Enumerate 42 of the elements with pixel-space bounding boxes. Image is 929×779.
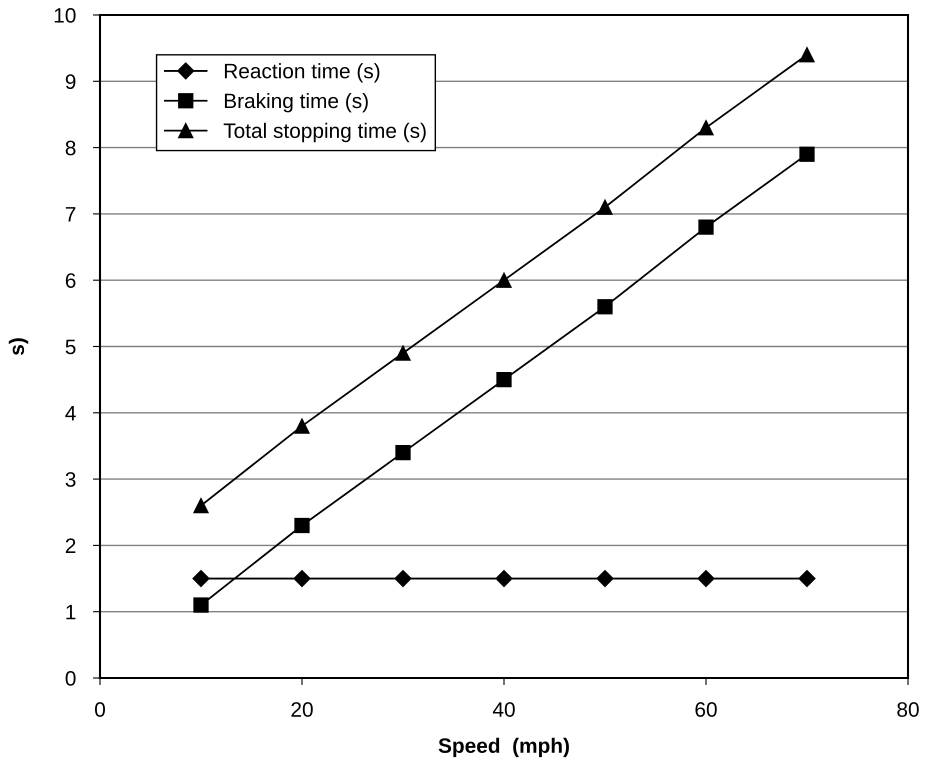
x-tick-label: 80 bbox=[897, 702, 919, 717]
legend-label: Reaction time (s) bbox=[224, 63, 380, 83]
point bbox=[597, 299, 613, 314]
x-tick-label: 60 bbox=[695, 702, 717, 717]
point bbox=[193, 498, 209, 514]
point bbox=[395, 345, 411, 361]
point bbox=[496, 372, 512, 388]
point bbox=[697, 570, 715, 588]
x-tick-label: 40 bbox=[492, 702, 515, 717]
legend-label: Total stopping time (s) bbox=[224, 122, 426, 142]
y-tick-label: 0 bbox=[66, 671, 76, 686]
x-axis-title: Speed (mph) bbox=[438, 738, 569, 758]
point bbox=[495, 570, 513, 588]
y-tick-label: 2 bbox=[66, 538, 76, 553]
x-tick-label: 20 bbox=[291, 702, 313, 717]
y-tick-label: 4 bbox=[65, 406, 76, 420]
point bbox=[798, 570, 816, 588]
y-tick-label: 8 bbox=[66, 140, 76, 156]
point bbox=[294, 418, 310, 434]
point bbox=[799, 47, 815, 62]
point bbox=[395, 444, 411, 460]
point bbox=[596, 570, 614, 588]
point bbox=[294, 518, 310, 534]
point bbox=[496, 272, 512, 288]
point bbox=[394, 570, 412, 588]
point bbox=[597, 200, 613, 215]
y-tick-label: 9 bbox=[66, 74, 76, 90]
point bbox=[192, 570, 210, 588]
legend-label: Braking time (s) bbox=[224, 92, 368, 112]
y-axis-title: s) bbox=[8, 338, 28, 356]
x-tick-label: 0 bbox=[95, 702, 105, 717]
y-tick-label: 10 bbox=[54, 8, 76, 23]
y-tick-label: 6 bbox=[66, 273, 76, 288]
point bbox=[799, 146, 815, 162]
y-tick-label: 7 bbox=[66, 207, 76, 222]
point bbox=[698, 120, 714, 136]
y-tick-label: 3 bbox=[66, 472, 76, 487]
point bbox=[193, 597, 209, 613]
y-tick-label: 1 bbox=[66, 604, 76, 620]
point bbox=[293, 570, 311, 588]
y-tick-label: 5 bbox=[66, 340, 76, 354]
point bbox=[698, 220, 714, 235]
